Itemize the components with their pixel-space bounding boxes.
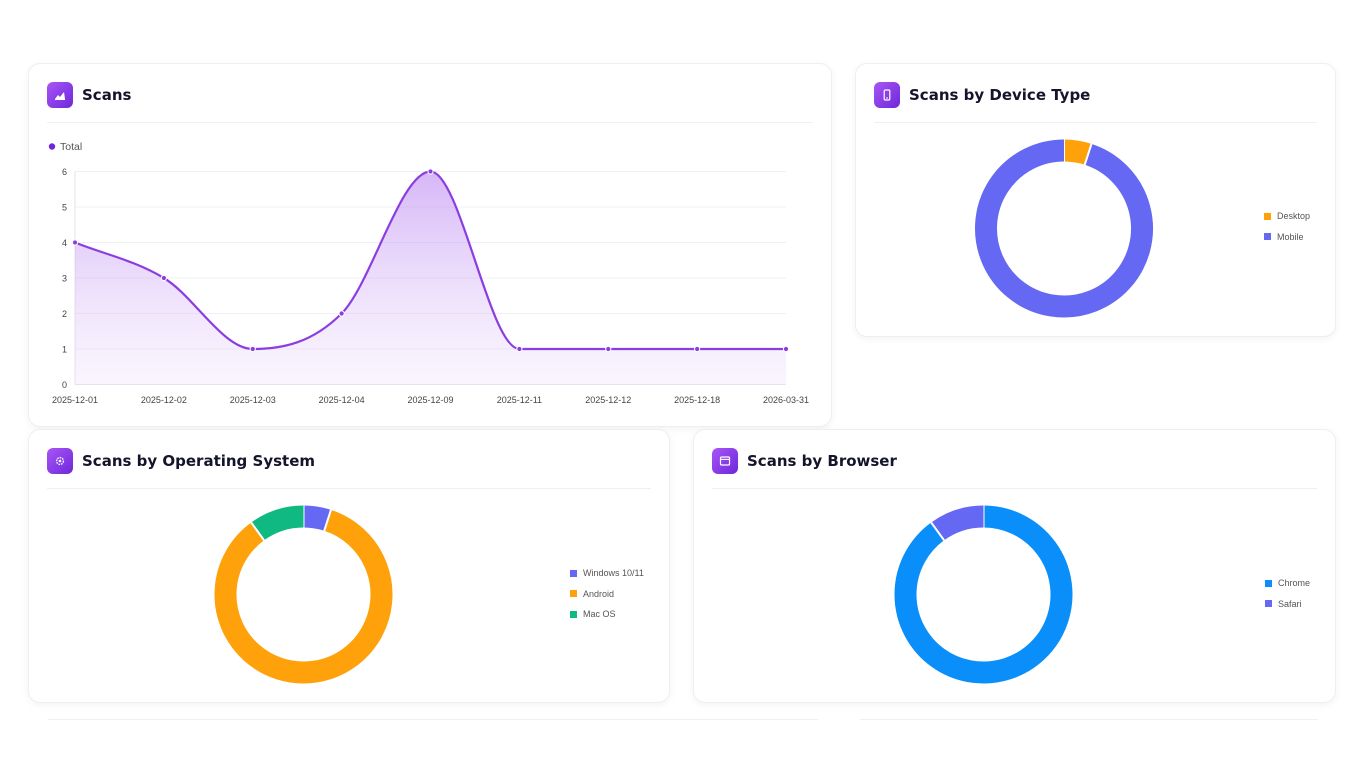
x-tick-label: 2025-12-03 [230, 395, 276, 405]
x-tick-label: 2025-12-18 [674, 395, 720, 405]
scans-card-title: Scans [82, 86, 132, 104]
legend-label: Safari [1278, 598, 1302, 609]
x-tick-label: 2025-12-11 [497, 395, 542, 405]
legend-item-mac-os[interactable]: Mac OS [570, 604, 644, 625]
legend-swatch [570, 590, 577, 598]
y-tick-label: 1 [62, 345, 67, 355]
os-donut-chart [214, 505, 393, 684]
slice-windows-10-11[interactable] [303, 505, 332, 531]
legend-item-android[interactable]: Android [570, 584, 644, 605]
legend-label: Android [583, 588, 615, 599]
os-legend: Windows 10/11 Android Mac OS [570, 563, 644, 625]
divider-left [48, 719, 818, 720]
browser-legend: Chrome Safari [1265, 573, 1310, 614]
y-tick-label: 4 [62, 238, 67, 248]
legend-item-mobile[interactable]: Mobile [1264, 227, 1310, 248]
slice-separator [1083, 143, 1093, 166]
scans-line-chart: Total 0 1 2 3 4 5 6 2025-12-01 2025-12-02 2025-12… [48, 141, 809, 405]
cog-icon [47, 448, 73, 474]
slice-chrome[interactable] [894, 505, 1073, 684]
data-point[interactable] [782, 345, 790, 353]
data-point[interactable] [694, 345, 701, 353]
divider-right [860, 719, 1318, 720]
data-point[interactable] [71, 239, 79, 246]
slice-desktop[interactable] [1063, 139, 1092, 165]
data-point[interactable] [249, 345, 256, 353]
x-tick-label: 2025-12-02 [141, 395, 187, 405]
slice-separator [323, 509, 332, 532]
legend-swatch [570, 610, 577, 618]
y-tick-label: 2 [62, 309, 67, 319]
legend-label: Windows 10/11 [583, 568, 644, 579]
x-tick-label: 2026-03-31 [763, 395, 809, 405]
legend-item-windows-10-11[interactable]: Windows 10/11 [570, 563, 644, 584]
scans-card-header: Scans [47, 82, 813, 123]
legend-label-total[interactable]: Total [60, 141, 82, 153]
device-card-title: Scans by Device Type [909, 86, 1091, 104]
legend-swatch [1264, 212, 1271, 220]
slice-separator [930, 521, 945, 541]
device-legend: Desktop Mobile [1264, 206, 1310, 247]
browser-window-icon [712, 448, 738, 474]
legend-swatch [1265, 600, 1272, 608]
slice-safari[interactable] [931, 505, 984, 541]
legend-item-desktop[interactable]: Desktop [1264, 206, 1310, 227]
browser-donut-chart [894, 505, 1073, 684]
y-tick-label: 3 [62, 274, 67, 284]
legend-swatch [1264, 233, 1271, 241]
legend-item-chrome[interactable]: Chrome [1265, 573, 1310, 594]
browser-card-header: Scans by Browser [712, 448, 1317, 489]
x-tick-label: 2025-12-01 [52, 395, 98, 405]
legend-label: Mobile [1277, 231, 1304, 242]
slice-mac-os[interactable] [251, 505, 304, 541]
device-card: Scans by Device Type Desktop Mobile [855, 63, 1336, 337]
data-point[interactable] [516, 345, 523, 353]
legend-label: Mac OS [583, 609, 616, 620]
slice-separator [250, 521, 265, 541]
y-tick-label: 0 [62, 380, 67, 390]
legend-marker-total [48, 143, 56, 150]
data-point[interactable] [160, 274, 167, 282]
slice-android[interactable] [214, 509, 393, 684]
data-point[interactable] [338, 310, 345, 317]
legend-item-safari[interactable]: Safari [1265, 594, 1310, 615]
mobile-device-icon [874, 82, 900, 108]
device-donut-chart [975, 139, 1153, 318]
os-card-header: Scans by Operating System [47, 448, 651, 489]
series-area-total [75, 171, 786, 385]
x-tick-label: 2025-12-09 [407, 395, 453, 405]
x-tick-label: 2025-12-12 [585, 395, 631, 405]
data-point[interactable] [427, 168, 434, 175]
os-card: Scans by Operating System Windows 10/11 A… [28, 429, 670, 703]
device-card-header: Scans by Device Type [874, 82, 1317, 123]
y-tick-label: 5 [62, 203, 67, 213]
legend-label: Desktop [1277, 211, 1311, 222]
legend-label: Chrome [1278, 578, 1311, 589]
legend-swatch [1265, 579, 1272, 587]
browser-card: Scans by Browser Chrome Safari [693, 429, 1336, 703]
x-tick-label: 2025-12-04 [319, 395, 365, 405]
slice-mobile[interactable] [975, 139, 1153, 318]
legend-swatch [570, 569, 577, 577]
y-tick-label: 6 [62, 167, 67, 177]
os-card-title: Scans by Operating System [82, 452, 315, 470]
chart-area-icon [47, 82, 73, 108]
scans-card: Scans Total 0 1 2 3 4 5 6 2025-12-01 2025-12-02 2… [28, 63, 832, 427]
browser-card-title: Scans by Browser [747, 452, 897, 470]
data-point[interactable] [605, 345, 612, 353]
